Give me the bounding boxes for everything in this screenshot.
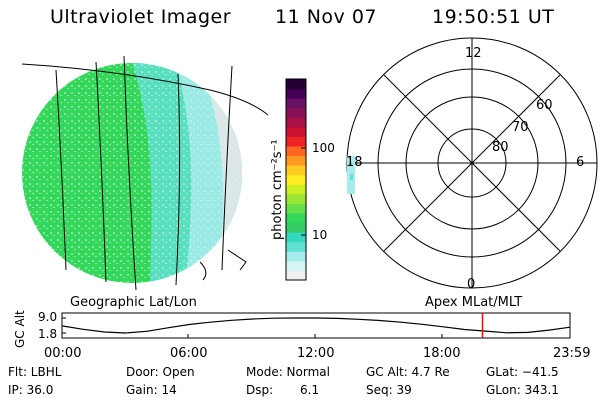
mlt-label-6: 6 [576,155,585,170]
timeline-xtick-4: 23:59 [553,346,591,361]
mlt-label-12: 12 [465,46,482,61]
info-ip: IP: 36.0 [8,383,54,397]
timeline-xtick-1: 06:00 [170,346,208,361]
timeline-ylabel: GC Alt [13,310,27,348]
info-dsp-value: 6.1 [300,383,320,397]
info-door: Door: Open [126,365,195,379]
colorbar-unit-label: photon cm⁻²s⁻¹ [270,139,285,240]
apex-caption: Apex MLat/MLT [425,295,523,310]
lat-label-60: 60 [536,98,553,113]
polar-emission [347,156,355,194]
colorbar-swatch [286,165,306,176]
info-flt: Flt: LBHL [8,365,62,379]
time-label: 19:50:51 UT [432,6,555,28]
colorbar-swatch [286,136,306,147]
colorbar-swatch [286,155,306,166]
colorbar [286,79,306,281]
info-dsp-label: Dsp: [246,383,274,397]
colorbar-tick-10: 10 [312,228,328,242]
colorbar-swatch [286,270,306,281]
colorbar-swatch [286,126,306,137]
geographic-image [21,55,269,291]
colorbar-swatch [286,184,306,195]
colorbar-swatch [286,79,306,90]
mlt-label-18: 18 [346,155,363,170]
info-glat: GLat: −41.5 [486,365,559,379]
colorbar-swatch [286,174,306,185]
colorbar-swatch [286,98,306,109]
colorbar-swatch [286,203,306,214]
altitude-line [61,317,571,334]
colorbar-frame [285,78,307,281]
timeline-ytick-bottom: 1.8 [38,327,58,341]
colorbar-swatch [286,107,306,118]
info-gcalt: GC Alt: 4.7 Re [366,365,450,379]
timeline-xtick-0: 00:00 [44,346,82,361]
info-glon: GLon: 343.1 [486,383,559,397]
date-label: 11 Nov 07 [275,6,378,28]
lat-label-80: 80 [492,140,509,155]
timeline-ytick-top: 9.0 [38,310,58,324]
colorbar-swatch [286,241,306,252]
info-mode: Mode: Normal [246,365,330,379]
lat-label-70: 70 [512,120,529,135]
colorbar-tick-100: 100 [312,141,335,155]
colorbar-swatch [286,146,306,157]
colorbar-swatch [286,88,306,99]
colorbar-swatch [286,213,306,224]
mlt-label-0: 0 [467,277,476,292]
imager-title: Ultraviolet Imager [50,6,232,28]
colorbar-swatch [286,193,306,204]
info-seq: Seq: 39 [366,383,412,397]
info-gain: Gain: 14 [126,383,177,397]
colorbar-swatch [286,222,306,233]
colorbar-swatch [286,117,306,128]
geographic-caption: Geographic Lat/Lon [70,295,197,310]
timeline-frame [61,312,571,339]
timeline-xtick-2: 12:00 [297,346,335,361]
colorbar-swatch [286,260,306,271]
colorbar-swatch [286,251,306,262]
colorbar-swatch [286,232,306,243]
timeline-xtick-3: 18:00 [423,346,461,361]
polar-plot [346,37,598,289]
